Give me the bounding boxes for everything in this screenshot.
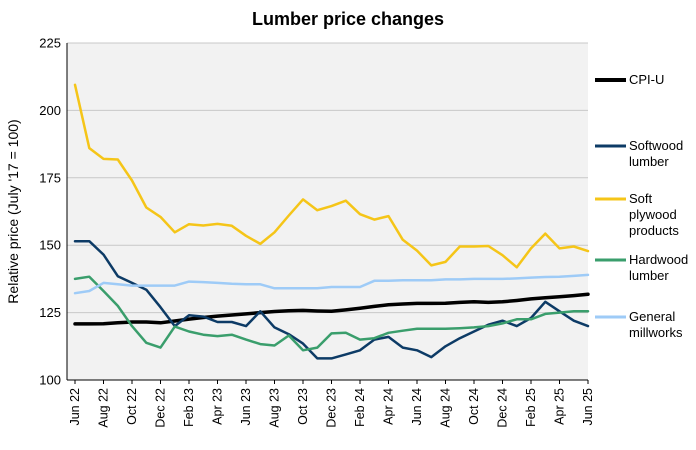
x-tick-label: Jun 23: [239, 388, 253, 426]
y-tick-label: 150: [39, 238, 61, 253]
legend-label: lumber: [629, 268, 669, 283]
x-tick-label: Dec 23: [325, 388, 339, 428]
legend-label: Soft: [629, 191, 653, 206]
y-tick-label: 225: [39, 36, 61, 51]
x-tick-label: Aug 22: [97, 388, 111, 428]
y-tick-label: 175: [39, 170, 61, 185]
y-axis-ticks: 100 125 150 175 200 225: [39, 36, 61, 388]
legend-label: CPI-U: [629, 72, 664, 87]
x-tick-label: Apr 24: [382, 388, 396, 425]
series-line-4: [73, 273, 590, 295]
series-line-3: [73, 275, 590, 352]
x-tick-label: Jun 24: [410, 388, 424, 426]
series-lines: [73, 83, 590, 360]
legend-label: lumber: [629, 154, 669, 169]
series-line-1: [73, 239, 590, 360]
x-tick-label: Apr 25: [553, 388, 567, 425]
x-tick-label: Feb 24: [353, 388, 367, 427]
legend-label: millworks: [629, 325, 683, 340]
y-axis-label: Relative price (July '17 = 100): [5, 119, 21, 303]
y-tick-label: 100: [39, 373, 61, 388]
x-tick-label: Oct 23: [296, 388, 310, 425]
legend-label: Softwood: [629, 138, 683, 153]
x-tick-label: Feb 25: [524, 388, 538, 427]
legend-label: General: [629, 309, 675, 324]
series-line-2: [73, 83, 590, 269]
x-tick-label: Apr 23: [211, 388, 225, 425]
plot-area: [67, 43, 588, 380]
x-tick-label: Oct 22: [125, 388, 139, 425]
x-tick-label: Jun 25: [581, 388, 595, 426]
y-tick-label: 200: [39, 103, 61, 118]
x-tick-label: Dec 22: [154, 388, 168, 428]
x-axis-ticks: Jun 22 Aug 22 Oct 22 Dec 22 Feb 23 Apr 23 Jun …: [68, 380, 595, 428]
legend: CPI-USoftwoodlumberSoftplywoodproductsHa…: [595, 72, 688, 340]
x-tick-label: Jun 22: [68, 388, 82, 426]
x-tick-label: Oct 24: [467, 388, 481, 425]
y-tick-label: 125: [39, 305, 61, 320]
x-tick-label: Feb 23: [182, 388, 196, 427]
series-line-0: [73, 292, 590, 326]
x-tick-label: Aug 24: [439, 388, 453, 428]
legend-label: Hardwood: [629, 252, 688, 267]
gridlines: [66, 42, 588, 381]
x-tick-label: Aug 23: [268, 388, 282, 428]
legend-label: products: [629, 223, 679, 238]
chart-title: Lumber price changes: [252, 9, 444, 29]
legend-label: plywood: [629, 207, 677, 222]
x-tick-label: Dec 24: [496, 388, 510, 428]
